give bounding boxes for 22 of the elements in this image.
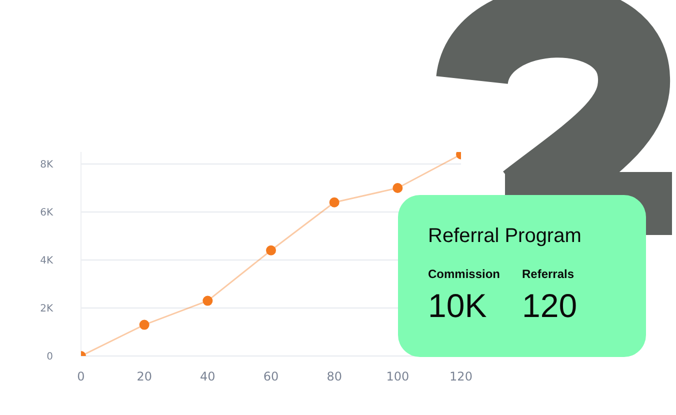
text: Referral Program [428, 225, 582, 248]
x-tick-label: 120 [450, 370, 472, 384]
text: 120 [522, 287, 578, 325]
y-tick-label: 8K [40, 160, 54, 171]
y-tick-label: 6K [40, 208, 54, 219]
x-tick-label: 80 [326, 370, 342, 384]
point [202, 296, 213, 306]
x-tick-label: 60 [263, 370, 279, 384]
x-tick-label: 0 [77, 370, 85, 384]
x-tick-label: 20 [136, 370, 152, 384]
y-tick-label: 4K [40, 256, 54, 267]
y-tick-label: 0 [46, 352, 53, 363]
point [266, 245, 276, 256]
x-tick-label: 40 [200, 370, 216, 384]
text: Referrals [522, 267, 574, 281]
point [329, 197, 340, 208]
annotation: Commission [428, 267, 500, 281]
point [139, 320, 150, 330]
annotation: 10K [428, 287, 487, 325]
point [392, 183, 403, 193]
x-tick-label: 100 [386, 370, 410, 384]
y-tick-label: 2K [40, 304, 54, 315]
